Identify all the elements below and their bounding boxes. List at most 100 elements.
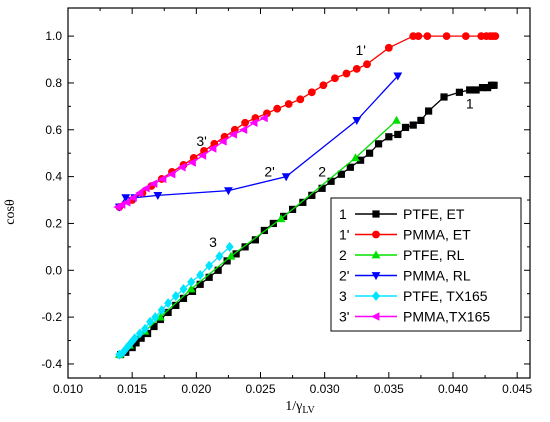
y-tick-label: 0.0 xyxy=(45,263,62,277)
data-point xyxy=(151,312,160,323)
data-point xyxy=(196,269,205,280)
legend-marker xyxy=(371,250,381,259)
legend-number: 1' xyxy=(339,227,349,243)
data-point xyxy=(179,284,188,295)
data-point xyxy=(205,273,213,281)
legend xyxy=(330,197,522,332)
data-point xyxy=(337,170,345,178)
data-point xyxy=(442,32,451,41)
legend-entry: 3 PTFE, TX165 xyxy=(339,288,488,304)
data-point xyxy=(414,32,423,41)
legend-entry: 2 PTFE, RL xyxy=(339,247,465,263)
data-point xyxy=(491,32,500,41)
data-point xyxy=(187,276,196,287)
data-point xyxy=(401,123,410,132)
data-point xyxy=(249,118,258,127)
data-point xyxy=(171,291,180,302)
series-5 xyxy=(115,241,234,360)
data-point xyxy=(319,81,328,90)
legend-number: 1 xyxy=(339,206,347,222)
data-point xyxy=(241,118,250,127)
data-point xyxy=(478,84,487,92)
data-point xyxy=(205,260,214,271)
data-point xyxy=(123,342,132,353)
data-point xyxy=(331,74,339,83)
data-point xyxy=(384,43,393,52)
y-tick-label: 0.8 xyxy=(45,76,62,90)
y-tick-label: 0.2 xyxy=(45,216,62,230)
data-point xyxy=(156,312,165,321)
data-point xyxy=(392,115,401,124)
legend-marker xyxy=(372,210,380,218)
legend-marker xyxy=(372,230,380,239)
data-point xyxy=(149,179,158,188)
data-point xyxy=(153,191,163,200)
data-point xyxy=(141,184,150,193)
curve-label: 2' xyxy=(264,164,274,180)
data-point xyxy=(186,284,196,293)
data-point xyxy=(299,198,307,206)
y-tick-label: 0.6 xyxy=(45,123,62,137)
x-tick-label: 0.020 xyxy=(181,382,211,396)
data-point xyxy=(135,188,144,198)
data-point xyxy=(440,93,448,101)
data-point xyxy=(327,177,335,185)
data-point xyxy=(357,156,365,164)
legend-marker xyxy=(372,291,380,301)
y-tick-label: 1.0 xyxy=(45,29,62,43)
data-point xyxy=(284,100,293,108)
data-point xyxy=(374,140,383,148)
data-point xyxy=(318,184,326,192)
curve-label: 2 xyxy=(318,164,326,180)
x-tick-label: 0.035 xyxy=(374,382,404,396)
data-point xyxy=(269,219,277,228)
data-point xyxy=(425,107,433,115)
legend-number: 3' xyxy=(339,309,349,325)
legend-number: 2' xyxy=(339,268,349,284)
x-tick-label: 0.045 xyxy=(502,382,532,396)
data-point xyxy=(122,198,131,207)
legend-marker xyxy=(371,312,380,321)
x-axis-title-sub: LV xyxy=(302,405,315,416)
data-point xyxy=(307,88,316,97)
y-tick-label: -0.4 xyxy=(41,357,62,371)
data-point xyxy=(121,194,131,203)
x-tick-label: 0.015 xyxy=(117,382,147,396)
data-point xyxy=(224,187,233,196)
curve-label: 1' xyxy=(355,42,365,58)
data-point xyxy=(466,86,474,94)
data-point xyxy=(365,149,374,157)
legend-label: PTFE, RL xyxy=(403,247,465,263)
data-point xyxy=(276,214,286,223)
x-tick-label: 0.030 xyxy=(310,382,340,396)
x-axis-title: 1/γLV xyxy=(285,399,315,416)
curve-label: 3 xyxy=(209,234,217,250)
data-point xyxy=(351,153,360,162)
data-point xyxy=(352,64,361,73)
data-point xyxy=(218,137,227,146)
series-line xyxy=(119,35,496,208)
data-point xyxy=(259,113,268,123)
data-point xyxy=(455,88,464,96)
data-point xyxy=(417,116,425,125)
series-1 xyxy=(117,81,498,359)
data-point xyxy=(167,170,176,179)
series-4 xyxy=(114,72,403,212)
curve-label: 1 xyxy=(466,96,474,112)
data-point xyxy=(208,144,217,153)
series-line xyxy=(118,75,399,208)
data-point xyxy=(130,333,139,344)
data-point xyxy=(177,163,186,172)
data-point xyxy=(214,266,222,274)
series-2 xyxy=(115,32,500,211)
data-point xyxy=(461,32,470,41)
data-point xyxy=(196,280,204,288)
data-point xyxy=(251,236,259,244)
y-axis-title: cosθ xyxy=(3,199,18,225)
legend-label: PMMA, RL xyxy=(403,268,471,284)
data-point xyxy=(150,322,158,331)
y-tick-label: -0.2 xyxy=(41,310,62,324)
data-point xyxy=(393,72,403,81)
data-point xyxy=(132,339,140,347)
